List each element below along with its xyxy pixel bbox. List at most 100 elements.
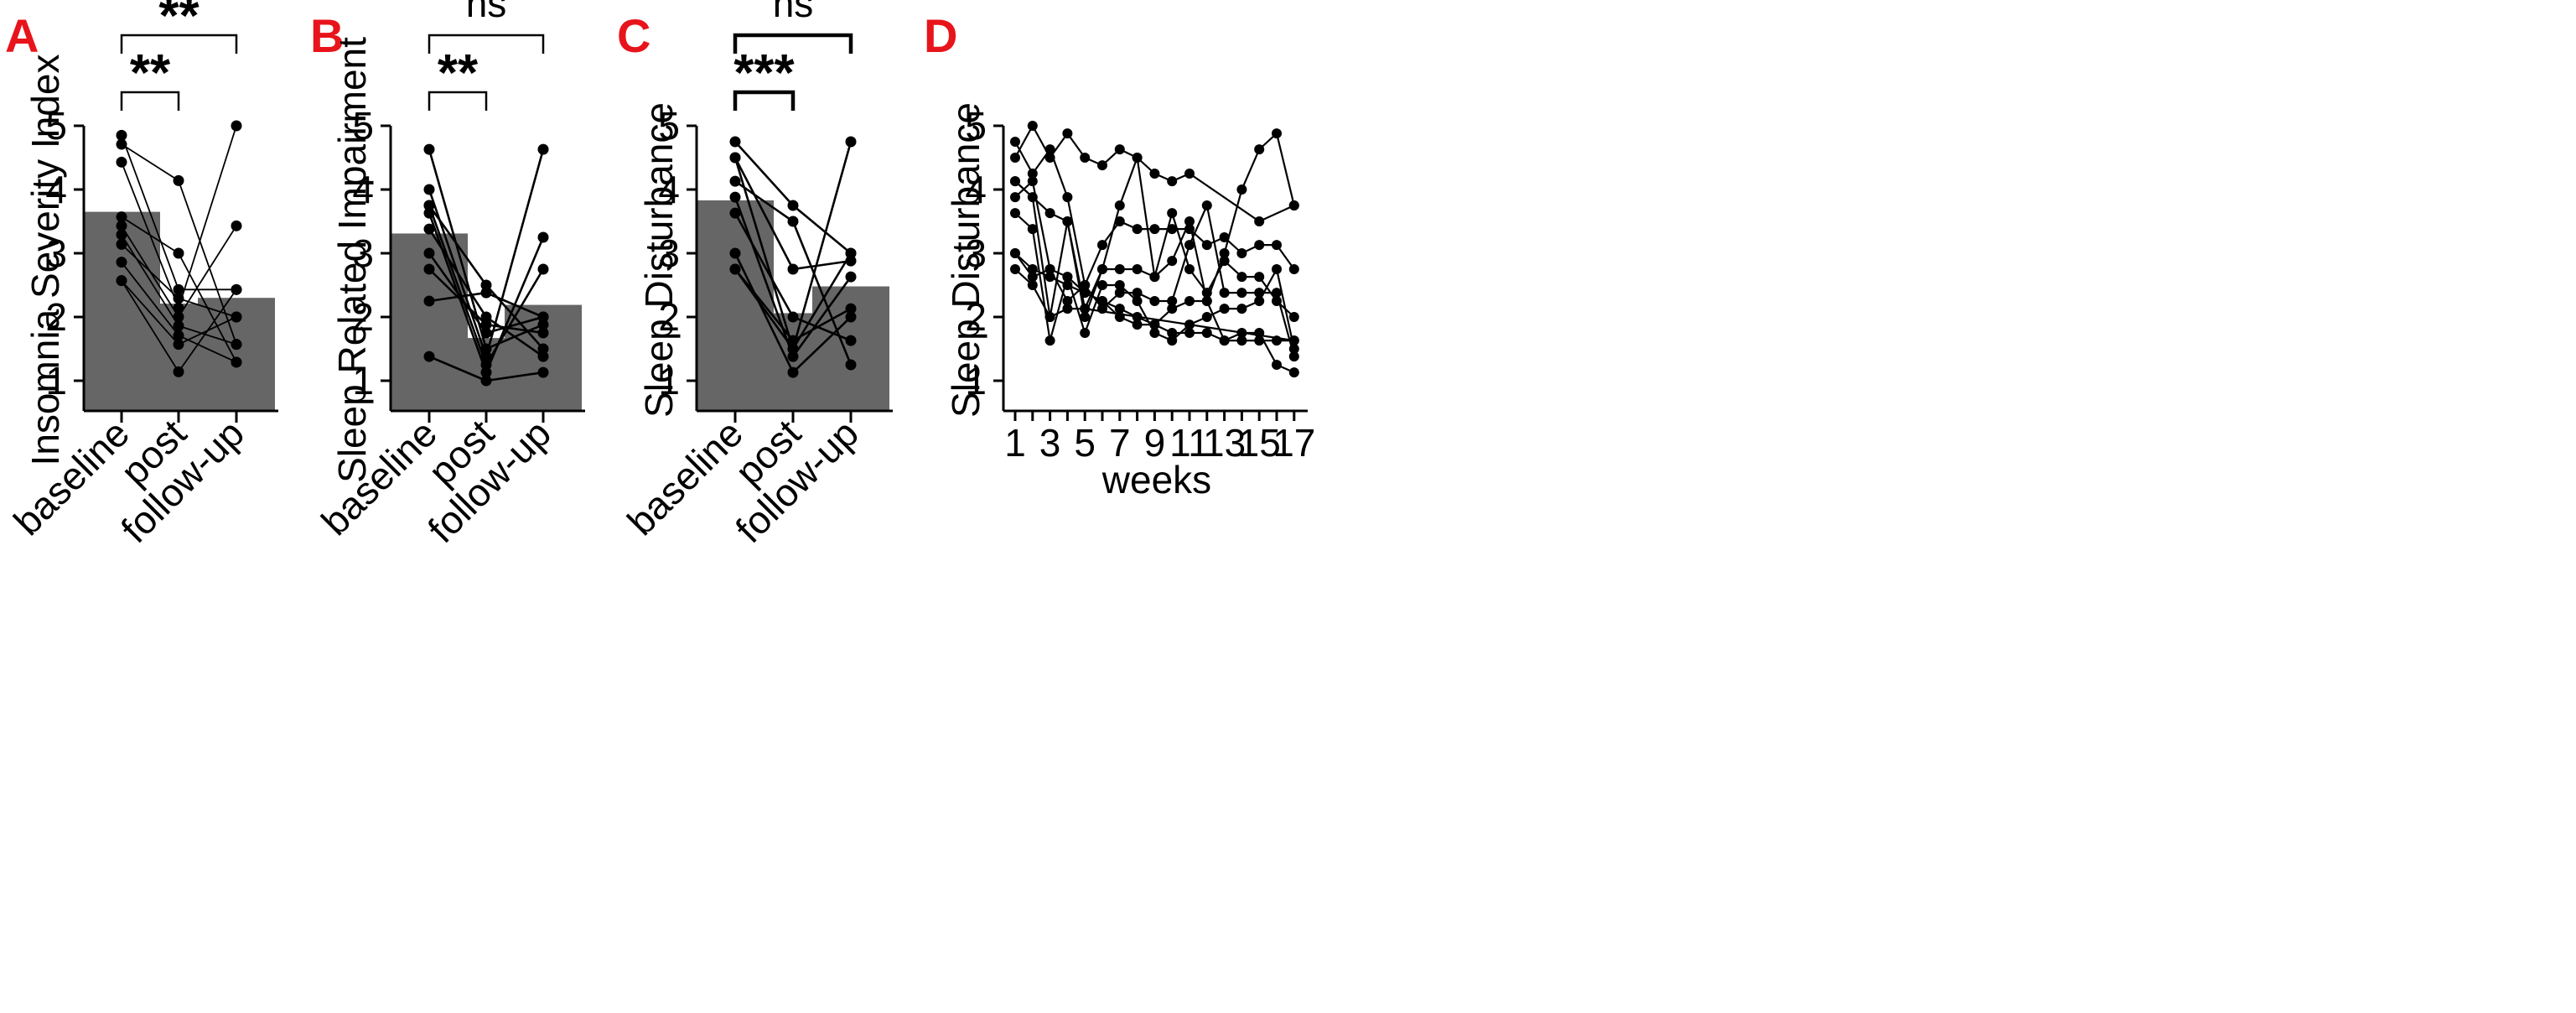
- series-point: [1027, 224, 1038, 235]
- subject-point: [480, 279, 492, 291]
- series-point: [1219, 232, 1230, 242]
- significance-bracket: [120, 34, 238, 54]
- series-point: [1114, 216, 1125, 226]
- subject-point: [116, 220, 127, 231]
- series-point: [1010, 137, 1020, 147]
- subject-point: [729, 247, 741, 259]
- subject-point: [116, 238, 127, 250]
- panel-letter: D: [924, 9, 957, 62]
- series-point: [1114, 264, 1125, 274]
- series-point: [1272, 335, 1282, 346]
- x-tick-label: 1: [1004, 421, 1026, 465]
- series-point: [1272, 288, 1282, 299]
- subject-point: [173, 311, 184, 323]
- series-point: [1167, 304, 1178, 314]
- subject-point: [729, 263, 741, 275]
- series-point: [1201, 296, 1212, 306]
- subject-point: [537, 143, 549, 155]
- series-point: [1114, 288, 1125, 299]
- subject-point: [537, 343, 549, 355]
- series-point: [1201, 240, 1212, 251]
- y-tick-label: 2: [965, 295, 987, 339]
- series-point: [1219, 248, 1230, 258]
- subject-point: [845, 247, 857, 259]
- series-point: [1167, 328, 1178, 338]
- subject-point: [173, 247, 184, 259]
- series-point: [1236, 288, 1247, 299]
- significance-label: **: [130, 44, 171, 102]
- series-point: [1219, 304, 1230, 314]
- significance-bracket: [428, 34, 545, 54]
- series-point: [1288, 312, 1299, 322]
- x-tick-label: 9: [1144, 421, 1166, 465]
- subject-point: [231, 339, 242, 351]
- series-point: [1132, 312, 1143, 322]
- series-point: [1201, 312, 1212, 322]
- y-tick-label: 3: [352, 231, 374, 275]
- y-tick-label: 5: [965, 104, 987, 148]
- series-point: [1254, 272, 1265, 283]
- subject-point: [173, 339, 184, 351]
- series-point: [1236, 304, 1247, 314]
- series-point: [1044, 312, 1055, 322]
- subject-point: [845, 136, 857, 148]
- series-point: [1010, 264, 1020, 274]
- y-tick-label: 5: [45, 104, 67, 148]
- subject-point: [480, 366, 492, 378]
- series-point: [1236, 272, 1247, 283]
- series-point: [1167, 335, 1178, 346]
- x-axis-label: weeks: [1101, 458, 1211, 501]
- series-point: [1288, 200, 1299, 210]
- subject-point: [787, 311, 799, 323]
- subject-point: [173, 283, 184, 295]
- subject-point: [116, 275, 127, 287]
- subject-point: [480, 327, 492, 339]
- series-point: [1114, 304, 1125, 314]
- subject-point: [423, 295, 435, 307]
- series-point: [1062, 296, 1073, 306]
- series-point: [1184, 328, 1195, 338]
- y-axis-label: Sleep Related Impairment: [330, 37, 374, 483]
- subject-point: [537, 366, 549, 378]
- y-tick-label: 1: [965, 359, 987, 403]
- series-point: [1254, 335, 1265, 346]
- series-point: [1149, 296, 1160, 306]
- y-axis-label: Sleep Disturbance: [944, 102, 987, 418]
- series-point: [1272, 360, 1282, 370]
- y-tick-label: 3: [965, 231, 987, 275]
- y-tick-label: 4: [352, 168, 374, 211]
- series-point: [1044, 335, 1055, 346]
- series-point: [1080, 153, 1091, 163]
- series-point: [1254, 296, 1265, 306]
- subject-point: [537, 311, 549, 323]
- subject-point: [787, 366, 799, 378]
- series-point: [1167, 176, 1178, 187]
- series-point: [1272, 128, 1282, 139]
- subject-point: [116, 138, 127, 150]
- subject-point: [173, 320, 184, 332]
- series-point: [1184, 169, 1195, 179]
- subject-point: [173, 366, 184, 377]
- subject-point: [423, 184, 435, 195]
- subject-point: [423, 143, 435, 155]
- series-point: [1149, 319, 1160, 330]
- subject-point: [787, 343, 799, 355]
- series-point: [1149, 272, 1160, 283]
- subject-point: [231, 356, 242, 368]
- series-point: [1272, 264, 1282, 274]
- series-point: [1184, 264, 1195, 274]
- subject-point: [423, 200, 435, 211]
- subject-point: [423, 247, 435, 259]
- series-point: [1062, 280, 1073, 290]
- series-point: [1097, 160, 1107, 171]
- series-point: [1080, 328, 1091, 338]
- series-point: [1201, 328, 1212, 338]
- y-tick-label: 4: [965, 168, 987, 211]
- series-point: [1149, 224, 1160, 235]
- y-tick-label: 4: [658, 168, 680, 211]
- panel-letter: B: [310, 9, 344, 62]
- y-tick-label: 3: [45, 231, 67, 275]
- series-point: [1201, 200, 1212, 210]
- series-point: [1044, 272, 1055, 283]
